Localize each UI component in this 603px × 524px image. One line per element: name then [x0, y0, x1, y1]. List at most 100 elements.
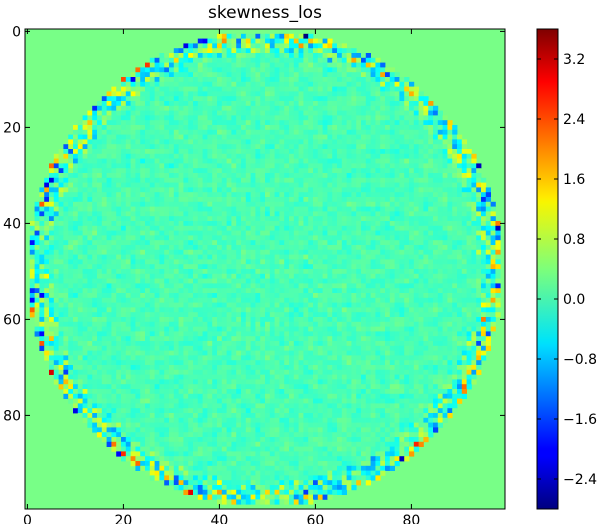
heatmap-cell	[308, 273, 314, 279]
heatmap-cell	[202, 230, 208, 236]
heatmap-cell	[92, 187, 98, 193]
heatmap-cell	[389, 307, 395, 313]
heatmap-cell	[159, 129, 165, 135]
heatmap-cell	[284, 182, 290, 188]
heatmap-cell	[92, 125, 98, 131]
heatmap-cell	[130, 149, 136, 155]
heatmap-cell	[116, 312, 122, 318]
heatmap-cell	[106, 317, 112, 323]
heatmap-cell	[169, 115, 175, 121]
heatmap-cell	[221, 53, 227, 59]
heatmap-cell	[236, 245, 242, 251]
heatmap-cell	[188, 245, 194, 251]
heatmap-cell	[231, 235, 237, 241]
heatmap-cell	[442, 307, 448, 313]
heatmap-cell	[433, 115, 439, 121]
heatmap-cell	[149, 153, 155, 159]
heatmap-cell	[217, 283, 223, 289]
heatmap-cell	[428, 302, 434, 308]
heatmap-cell	[370, 125, 376, 131]
heatmap-cell	[409, 139, 415, 145]
heatmap-cell	[284, 48, 290, 54]
heatmap-cell	[140, 278, 146, 284]
heatmap-cell	[457, 278, 463, 284]
heatmap-cell	[207, 163, 213, 169]
heatmap-cell	[73, 293, 79, 299]
heatmap-cell	[428, 115, 434, 121]
heatmap-cell	[140, 168, 146, 174]
heatmap-cell	[145, 206, 151, 212]
heatmap-cell	[413, 273, 419, 279]
heatmap-cell	[385, 206, 391, 212]
heatmap-cell	[269, 259, 275, 265]
heatmap-cell	[116, 177, 122, 183]
heatmap-cell	[121, 153, 127, 159]
heatmap-cell	[481, 249, 487, 255]
heatmap-cell	[495, 307, 501, 313]
heatmap-cell	[394, 139, 400, 145]
heatmap-cell	[385, 269, 391, 275]
heatmap-cell	[380, 177, 386, 183]
heatmap-cell	[423, 230, 429, 236]
heatmap-cell	[226, 192, 232, 198]
heatmap-cell	[260, 125, 266, 131]
heatmap-cell	[29, 249, 35, 255]
heatmap-cell	[341, 240, 347, 246]
heatmap-cell	[236, 177, 242, 183]
heatmap-cell	[481, 225, 487, 231]
heatmap-cell	[77, 149, 83, 155]
heatmap-cell	[461, 307, 467, 313]
heatmap-cell	[404, 297, 410, 303]
heatmap-cell	[178, 153, 184, 159]
heatmap-cell	[53, 182, 59, 188]
heatmap-cell	[337, 101, 343, 107]
heatmap-cell	[173, 312, 179, 318]
heatmap-cell	[428, 177, 434, 183]
heatmap-cell	[317, 91, 323, 97]
heatmap-cell	[380, 245, 386, 251]
heatmap-cell	[265, 254, 271, 260]
heatmap-cell	[217, 120, 223, 126]
heatmap-cell	[121, 192, 127, 198]
heatmap-cell	[461, 197, 467, 203]
heatmap-cell	[495, 249, 501, 255]
heatmap-cell	[375, 96, 381, 102]
heatmap-cell	[437, 187, 443, 193]
heatmap-cell	[298, 201, 304, 207]
heatmap-cell	[145, 62, 151, 68]
heatmap-cell	[409, 216, 415, 222]
heatmap-cell	[101, 225, 107, 231]
heatmap-cell	[212, 38, 218, 44]
heatmap-cell	[188, 144, 194, 150]
heatmap-cell	[274, 158, 280, 164]
heatmap-cell	[29, 269, 35, 275]
heatmap-cell	[221, 134, 227, 140]
heatmap-cell	[53, 302, 59, 308]
heatmap-cell	[236, 72, 242, 78]
heatmap-cell	[73, 182, 79, 188]
heatmap-cell	[250, 173, 256, 179]
heatmap-cell	[322, 77, 328, 83]
heatmap-cell	[154, 144, 160, 150]
heatmap-cell	[68, 201, 74, 207]
heatmap-cell	[457, 221, 463, 227]
heatmap-cell	[77, 283, 83, 289]
heatmap-cell	[111, 297, 117, 303]
heatmap-cell	[188, 216, 194, 222]
heatmap-cell	[404, 144, 410, 150]
heatmap-cell	[173, 225, 179, 231]
heatmap-cell	[303, 297, 309, 303]
heatmap-cell	[68, 134, 74, 140]
heatmap-cell	[404, 77, 410, 83]
heatmap-cell	[490, 211, 496, 217]
heatmap-cell	[77, 187, 83, 193]
heatmap-cell	[169, 129, 175, 135]
heatmap-cell	[361, 110, 367, 116]
heatmap-cell	[255, 91, 261, 97]
heatmap-cell	[389, 273, 395, 279]
heatmap-cell	[341, 312, 347, 318]
heatmap-cell	[250, 245, 256, 251]
heatmap-cell	[452, 129, 458, 135]
heatmap-cell	[44, 278, 50, 284]
heatmap-cell	[346, 302, 352, 308]
